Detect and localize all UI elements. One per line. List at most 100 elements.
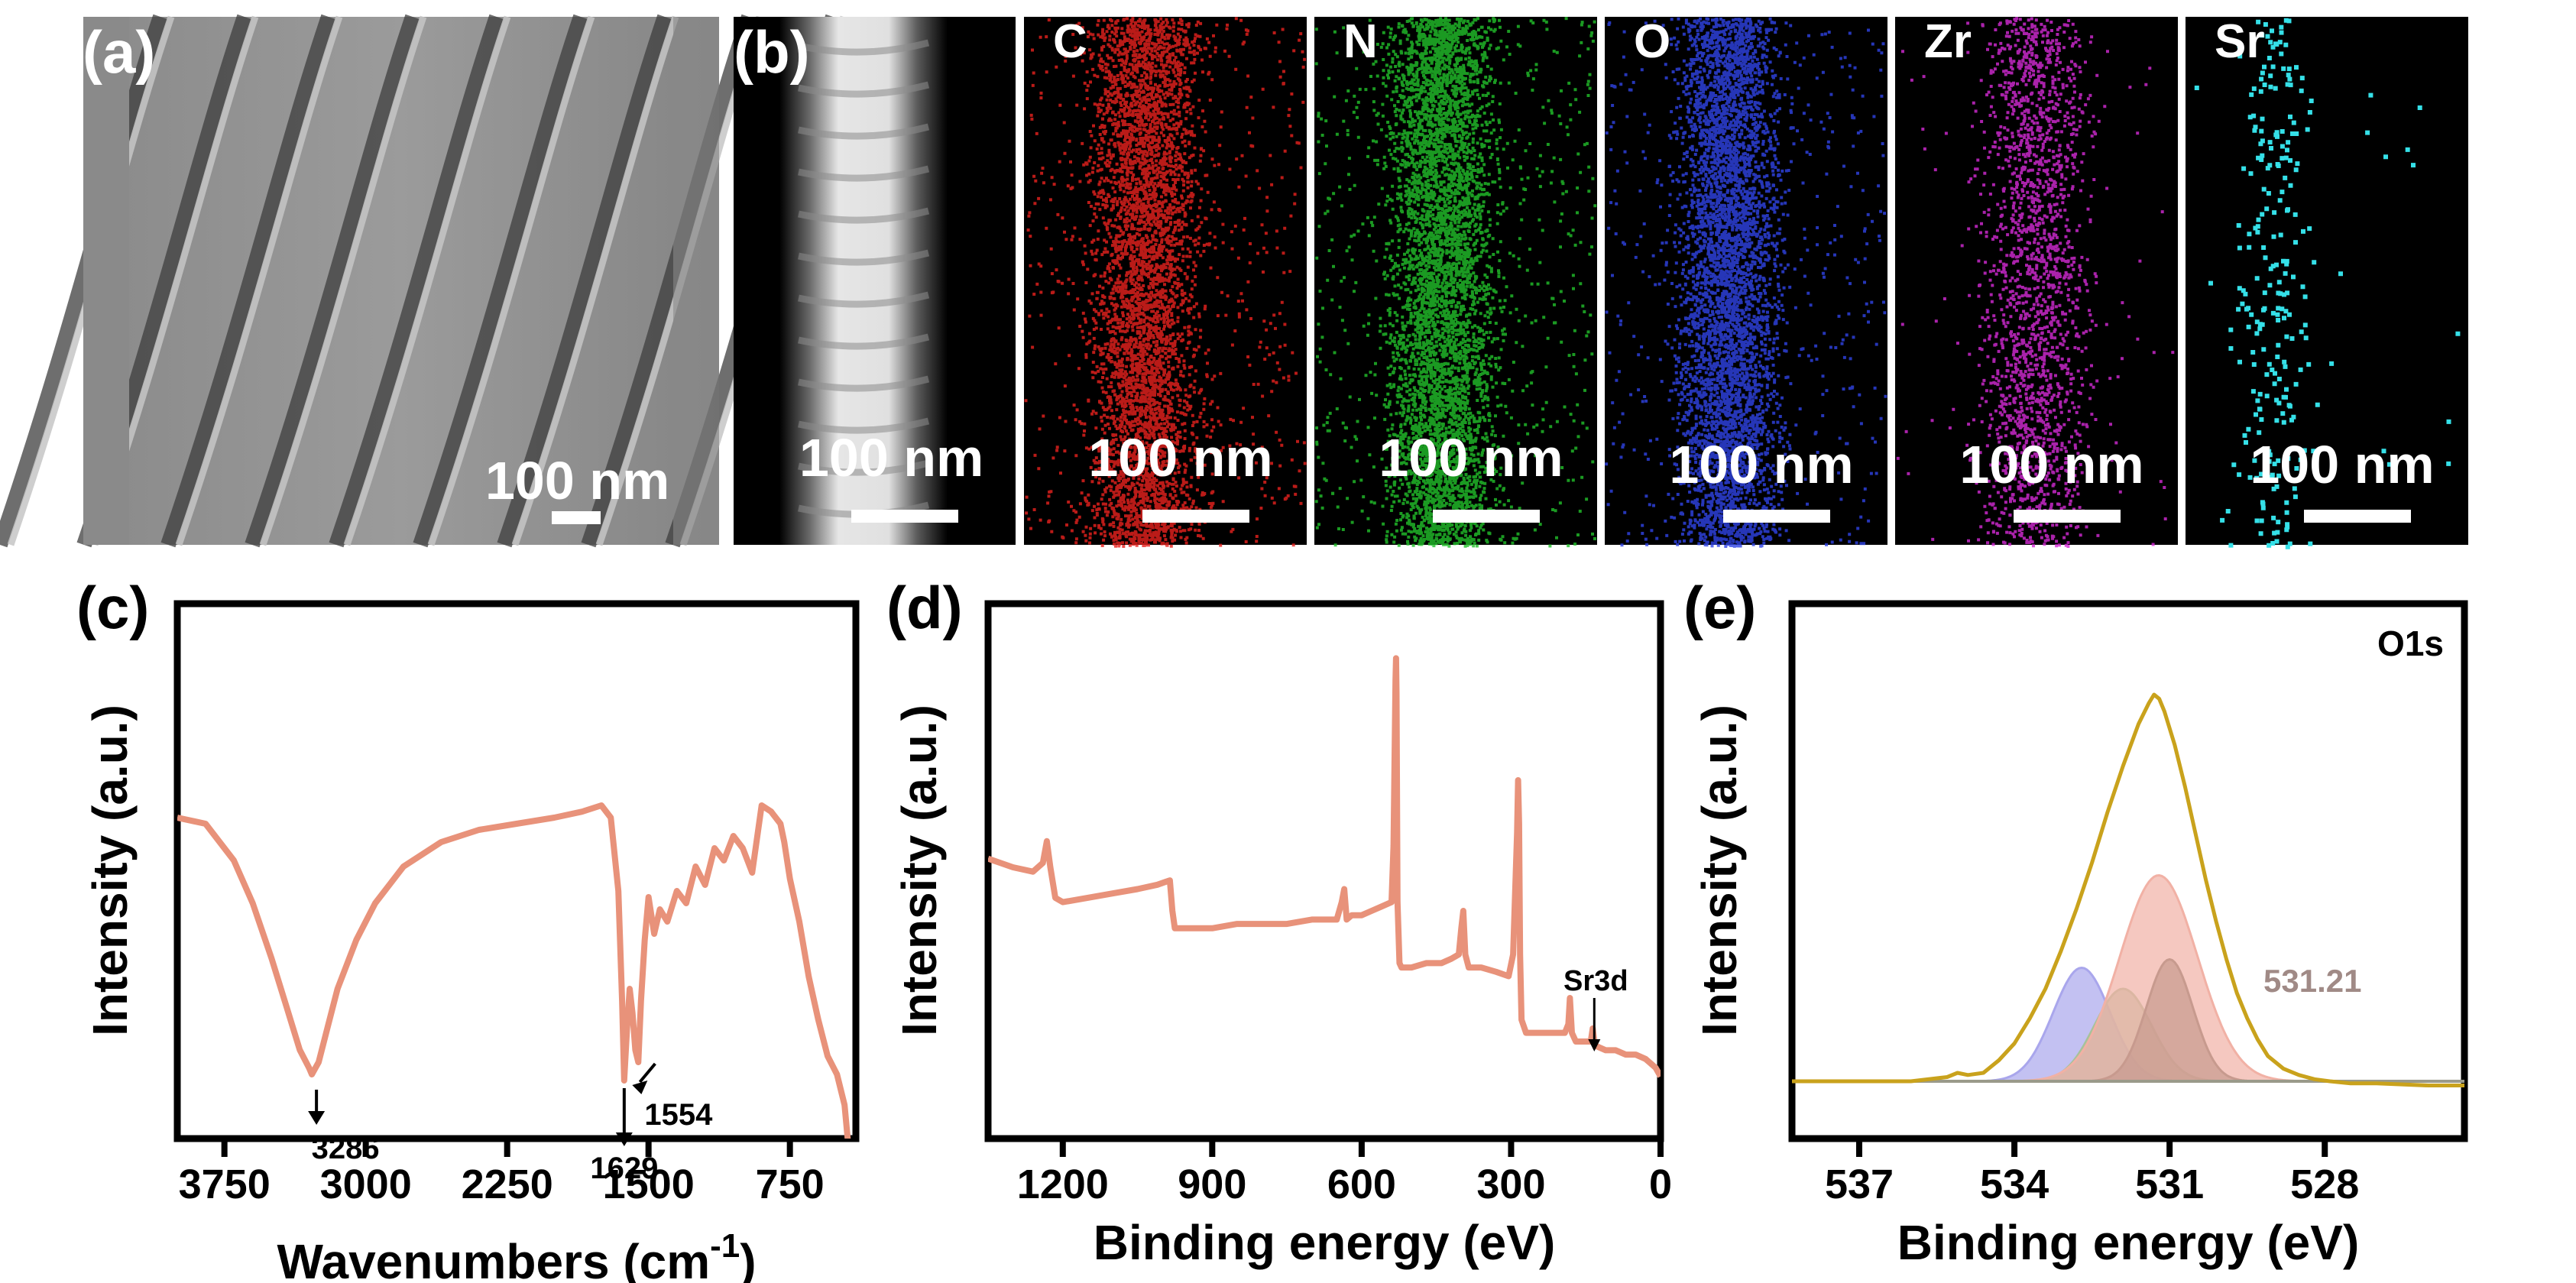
annotation-arrowhead [615,1132,633,1146]
x-tick-label: 534 [1980,1162,2049,1207]
x-tick-label: 0 [1649,1162,1672,1207]
eds-element-label: N [1343,15,1378,68]
sem-ridge-shadow [245,14,420,548]
x-tick-label: 528 [2290,1162,2359,1207]
peak-label: 1554 [644,1098,713,1132]
peak-component [1792,873,2464,1083]
x-tick-label: 537 [1825,1162,1894,1207]
eds-map-o: O 100 nm [1605,15,1887,549]
eds-signal [1314,17,1597,548]
x-tick-label: 900 [1178,1162,1246,1207]
fiber-band [798,207,930,224]
panel-letter-e: (e) [1683,574,1756,641]
scale-bar [1142,510,1249,523]
x-tick-label: 3000 [320,1162,412,1207]
annotations-c: 3286 1629 1554 [308,1062,713,1185]
fiber-band [798,249,930,266]
sem-ridge-shadow [497,14,672,548]
sem-edge [83,17,129,545]
scale-bar-label: 100 nm [1959,435,2143,494]
fiber-band [798,123,930,140]
plot-frame-c [173,600,860,1142]
fiber-band [798,291,930,308]
eds-map-zr: Zr 100 nm [1895,15,2178,549]
fiber-band [798,333,930,350]
xps-survey-line [988,655,1661,1078]
x-ticks-e: 537 534 531 528 [1825,1139,2359,1207]
fiber-band [798,39,930,56]
sem-ridge-highlight [175,15,343,546]
eds-signal [1605,17,1887,549]
scale-bar-label-a: 100 nm [485,451,669,510]
eds-element-label: Sr [2215,15,2264,68]
y-axis-label-c: Intensity (a.u.) [83,705,138,1036]
x-tick-label: 1200 [1017,1162,1109,1207]
x-ticks-c: 3750 3000 2250 1500 750 [179,1139,825,1207]
panel-d: (d) 1200 900 600 300 0 Sr3d Binding energy (… [886,574,1672,1270]
chart-title-e: O1s [2377,624,2444,663]
eds-background [2186,17,2468,545]
panel-letter-d: (d) [886,574,963,641]
scale-bar-label: 100 nm [1379,428,1563,488]
peak-label: 3286 [312,1132,380,1165]
plot-frame-d [984,600,1664,1142]
scale-bar [1723,510,1830,523]
scale-bar-a [552,511,601,524]
x-tick-label: 750 [756,1162,825,1207]
panel-letter-c: (c) [76,574,149,641]
eds-maps: C 100 nm N 100 nm O 100 nm Zr 100 nm Sr 100 nm [1024,15,2468,549]
fiber-band [798,459,930,476]
sem-ridge-shadow [413,14,588,548]
sem-ridge-highlight [427,15,595,546]
scale-bar [1433,510,1540,523]
peak-components [1792,873,2464,1083]
x-tick-label: 531 [2135,1162,2204,1207]
eds-element-label: C [1053,15,1087,68]
eds-element-label: O [1634,15,1670,68]
panel-letter-b: (b) [734,18,810,86]
panel-letter-a: (a) [83,18,155,86]
plot-frame-e [1788,600,2468,1142]
y-axis-label-e: Intensity (a.u.) [1692,705,1747,1036]
nanofiber [779,17,948,545]
panel-c: (c) 3750 3000 2250 1500 750 3286 1629 1554 Wav… [76,574,860,1283]
peak-label: Sr3d [1563,965,1628,997]
x-axis-label-e: Binding energy (eV) [1897,1215,2360,1270]
eds-map-c: C 100 nm [1024,15,1307,548]
scale-bar-label: 100 nm [1088,428,1272,488]
x-tick-label: 300 [1476,1162,1545,1207]
annotation-arrowhead [1588,1039,1601,1051]
fiber-band [798,375,930,392]
annotations-e: 531.21 [2263,963,2361,999]
x-axis-label-d: Binding energy (eV) [1094,1215,1556,1270]
annotation-arrowhead [308,1111,326,1125]
x-axis-label-c: Wavenumbers (cm-1) [277,1227,756,1283]
sem-ridge-highlight [343,15,511,546]
sem-ridge-shadow [160,14,336,548]
x-tick-label: 3750 [179,1162,271,1207]
sem-edge [673,17,719,545]
scale-bar-label-b: 100 nm [799,428,983,488]
scale-bar-label: 100 nm [2250,435,2434,494]
peak-position-label: 531.21 [2263,963,2361,999]
y-axis-label-d: Intensity (a.u.) [892,705,947,1036]
eds-map-sr: Sr 100 nm [2186,15,2468,549]
annotation-arrow [638,1062,656,1084]
x-tick-label: 600 [1327,1162,1396,1207]
eds-element-label: Zr [1924,15,1972,68]
sem-ridge-highlight [511,15,679,546]
panel-e: (e) 537 534 531 528 531.21 O1s Binding ener… [1683,574,2468,1270]
eds-signal [1896,17,2175,549]
panel-b: (b) 100 nm [734,17,1016,545]
x-tick-label: 1500 [603,1162,695,1207]
eds-map-n: N 100 nm [1314,15,1597,548]
annotations-d: Sr3d [1563,965,1628,1051]
panel-a: (a) 100 nm [0,14,847,548]
fiber-band [798,165,930,182]
fiber-band [798,417,930,434]
eds-signal [1024,17,1307,548]
sem-ridge-highlight [259,15,427,546]
peak-label: 1629 [590,1152,658,1185]
sem-ridge-shadow [329,14,504,548]
